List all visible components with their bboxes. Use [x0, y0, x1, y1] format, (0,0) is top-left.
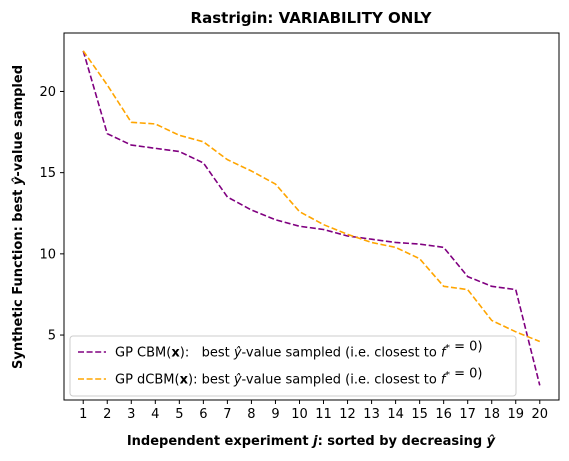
x-tick-label: 3 — [127, 407, 135, 422]
y-tick-label: 10 — [39, 247, 56, 262]
series-layer — [82, 50, 541, 386]
x-tick-label: 20 — [532, 407, 549, 422]
x-tick-label: 10 — [291, 407, 308, 422]
x-tick-label: 1 — [79, 407, 87, 422]
x-tick-label: 19 — [507, 407, 524, 422]
x-tick-label: 5 — [175, 407, 183, 422]
x-tick-label: 2 — [103, 407, 111, 422]
x-tick-label: 15 — [411, 407, 428, 422]
y-tick-label: 20 — [39, 85, 56, 100]
y-tick-label: 15 — [39, 166, 56, 181]
x-tick-label: 18 — [483, 407, 500, 422]
series-line-1 — [82, 50, 541, 386]
x-axis-label: Independent experiment j: sorted by decr… — [127, 434, 496, 449]
x-tick-label: 9 — [271, 407, 279, 422]
y-axis-label: Synthetic Function: best ŷ-value sampled — [11, 65, 26, 369]
legend: GP CBM(x): best ŷ-value sampled (i.e. cl… — [69, 335, 517, 397]
x-tick-label: 6 — [199, 407, 207, 422]
series-line-2 — [82, 50, 541, 343]
x-axis-ticks: 1 2 3 4 5 6 7 8 9 10 11 12 13 14 15 16 17 18 19 20 — [79, 400, 548, 422]
y-axis-ticks: 5 10 15 20 — [39, 85, 64, 344]
x-tick-label: 12 — [339, 407, 356, 422]
x-tick-label: 17 — [459, 407, 476, 422]
y-tick-label: 5 — [48, 329, 56, 344]
x-tick-label: 11 — [315, 407, 332, 422]
x-tick-label: 16 — [435, 407, 452, 422]
legend-label-1: GP CBM(x): best ŷ-value sampled (i.e. cl… — [115, 340, 483, 361]
x-tick-label: 4 — [151, 407, 159, 422]
x-tick-label: 13 — [363, 407, 380, 422]
x-tick-label: 8 — [247, 407, 255, 422]
x-tick-label: 14 — [387, 407, 404, 422]
legend-box — [69, 335, 517, 397]
plot-frame — [63, 32, 560, 401]
x-tick-label: 7 — [223, 407, 231, 422]
chart-title: Rastrigin: VARIABILITY ONLY — [191, 9, 433, 27]
legend-label-2: GP dCBM(x): best ŷ-value sampled (i.e. c… — [115, 367, 483, 388]
